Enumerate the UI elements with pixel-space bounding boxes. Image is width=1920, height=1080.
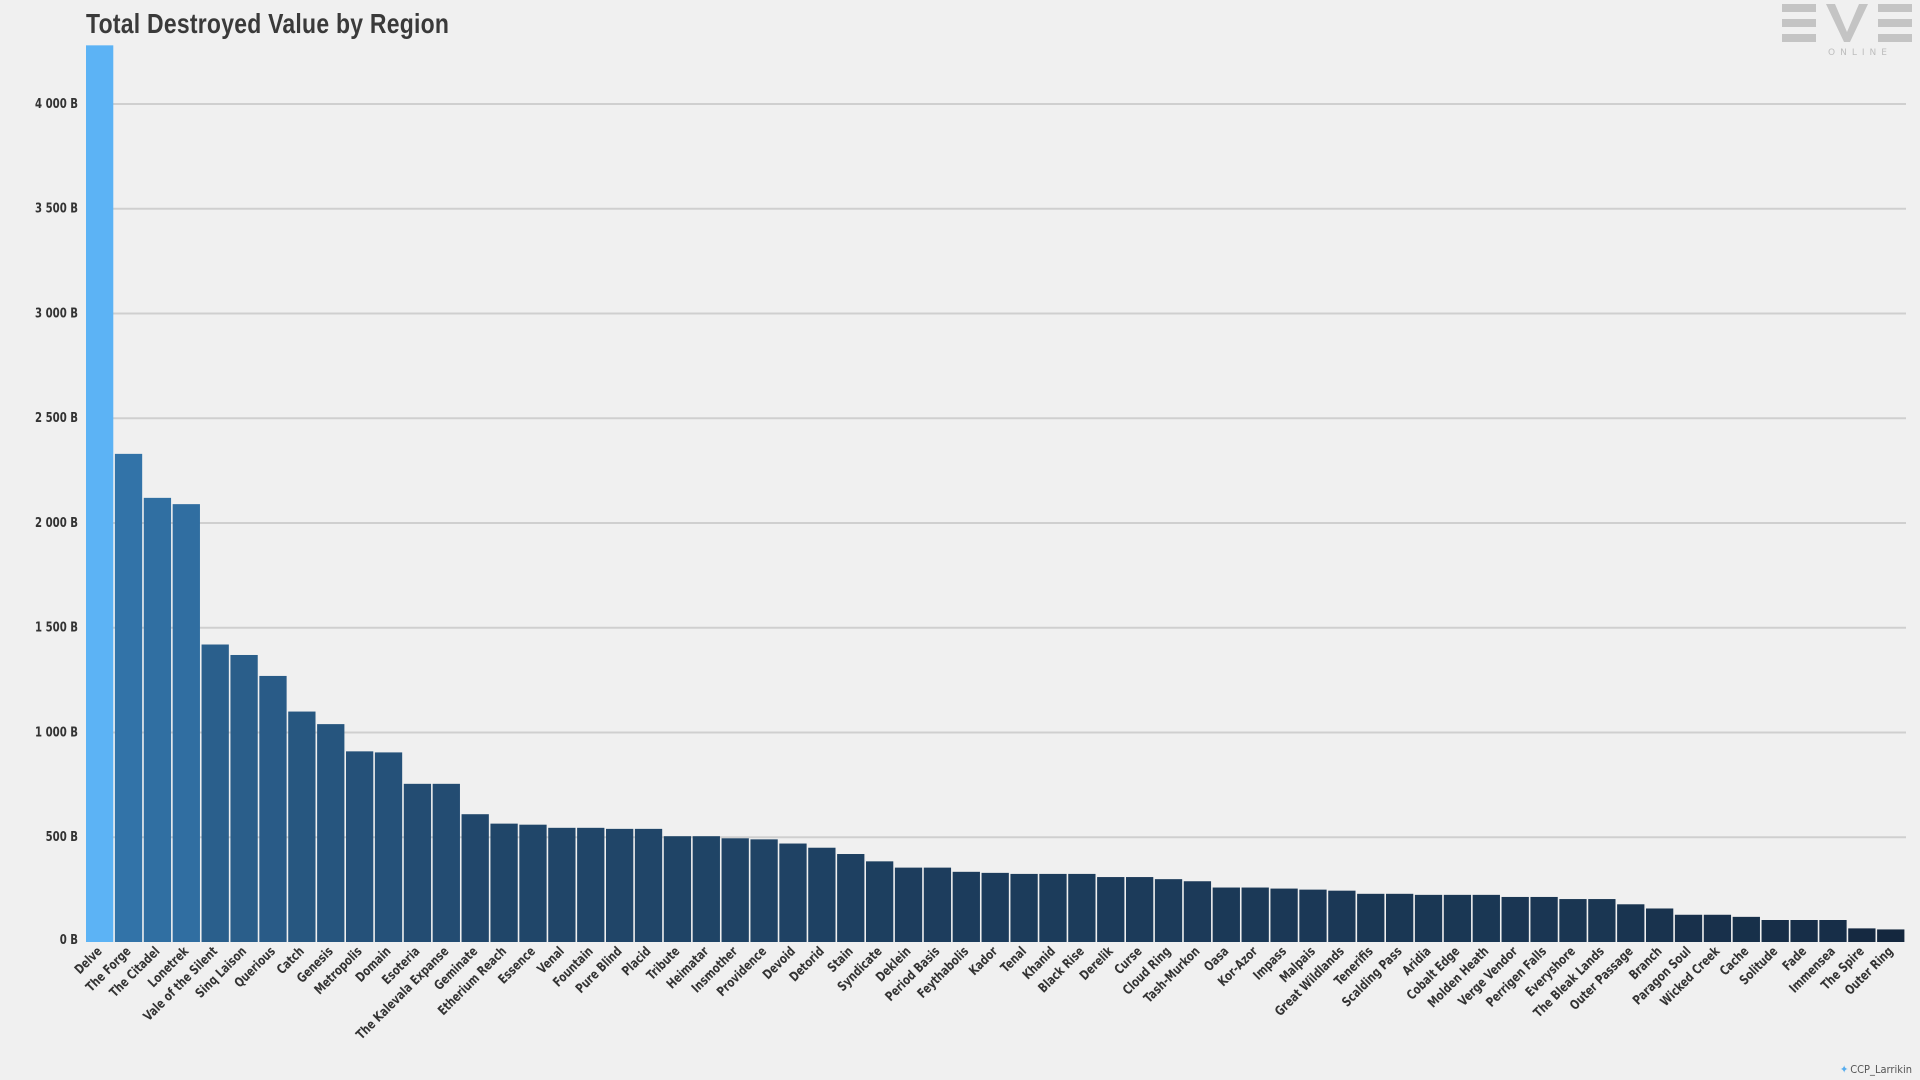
- y-tick-label: 2 500 B: [35, 410, 78, 426]
- bar-detorid: [808, 847, 836, 942]
- bar-cobalt-edge: [1443, 894, 1472, 942]
- bar-great-wildlands: [1328, 890, 1356, 942]
- bar-outer-passage: [1617, 904, 1645, 942]
- y-tick-label: 3 000 B: [35, 305, 78, 321]
- bar-the-bleak-lands: [1588, 899, 1616, 942]
- bar-providence: [750, 839, 778, 942]
- bar-period-basis: [923, 867, 952, 942]
- bar-stain: [837, 854, 865, 942]
- bar-fountain: [577, 827, 605, 942]
- y-tick-label: 0 B: [60, 932, 78, 948]
- bar-oasa: [1212, 887, 1240, 942]
- x-tick-label: Derelik: [1076, 943, 1116, 983]
- bar-placid: [634, 828, 663, 942]
- bar-pure-blind: [606, 828, 634, 942]
- credit-handle: CCP_Larrikin: [1850, 1063, 1912, 1076]
- bar-venal: [548, 827, 576, 942]
- bar-malpais: [1299, 889, 1327, 942]
- bar-devoid: [779, 843, 807, 942]
- bar-tash-murkon: [1183, 881, 1212, 942]
- logo-subtitle: ONLINE: [1828, 48, 1892, 58]
- eve-logo-mark: [1782, 4, 1912, 42]
- y-tick-label: 2 000 B: [35, 515, 78, 531]
- bar-esoteria: [403, 783, 432, 942]
- y-tick-label: 4 000 B: [35, 96, 78, 112]
- bar-paragon-soul: [1674, 914, 1703, 942]
- bar-immensea: [1819, 920, 1847, 942]
- bar-kador: [981, 872, 1009, 942]
- bar-syndicate: [866, 861, 894, 942]
- bar-cache: [1732, 916, 1760, 942]
- bar-scalding-pass: [1386, 893, 1414, 942]
- bar-sinq-laison: [230, 654, 258, 942]
- bar-khanid: [1039, 873, 1067, 942]
- bar-insmother: [721, 838, 749, 942]
- bar-vale-of-the-silent: [201, 644, 229, 942]
- y-tick-label: 3 500 B: [35, 200, 78, 216]
- y-tick-label: 1 000 B: [35, 724, 78, 740]
- bar-everyshore: [1559, 899, 1587, 942]
- bar-essence: [519, 824, 547, 942]
- bar-perrigen-falls: [1530, 896, 1558, 942]
- bar-querious: [259, 675, 287, 942]
- bar-feythabolis: [952, 871, 980, 942]
- bar-domain: [374, 752, 403, 942]
- bar-catch: [288, 711, 316, 942]
- bar-genesis: [317, 724, 345, 942]
- bar-black-rise: [1068, 873, 1096, 942]
- bar-aridia: [1414, 894, 1443, 942]
- eve-online-logo: ONLINE: [1780, 2, 1915, 62]
- bar-kor-azor: [1241, 887, 1269, 942]
- bar-etherium-reach: [490, 823, 518, 942]
- x-tick-label: Kador: [966, 943, 1001, 978]
- bar-the-citadel: [143, 497, 172, 942]
- bar-heimatar: [692, 836, 720, 942]
- bar-wicked-creek: [1703, 914, 1732, 942]
- y-tick-label: 1 500 B: [35, 619, 78, 635]
- bar-outer-ring: [1877, 929, 1905, 942]
- credit: ✦ CCP_Larrikin: [1840, 1063, 1912, 1076]
- twitter-bird-icon: ✦: [1839, 1063, 1849, 1076]
- bar-delve: [86, 45, 114, 942]
- bar-the-kalevala-expanse: [432, 783, 460, 942]
- bar-lonetrek: [172, 504, 200, 942]
- bar-tenal: [1010, 873, 1038, 942]
- bar-deklein: [894, 867, 923, 942]
- bar-the-spire: [1848, 928, 1876, 942]
- y-tick-label: 500 B: [46, 829, 78, 845]
- bar-cloud-ring: [1154, 879, 1183, 942]
- bar-verge-vendor: [1501, 896, 1529, 942]
- bar-tenerifis: [1357, 893, 1385, 942]
- bar-branch: [1646, 908, 1674, 942]
- bar-curse: [1126, 877, 1154, 942]
- bar-the-forge: [114, 453, 143, 942]
- bar-geminate: [461, 814, 489, 942]
- bar-metropolis: [346, 751, 374, 942]
- bar-solitude: [1761, 920, 1789, 942]
- bar-tribute: [663, 836, 692, 942]
- bar-fade: [1790, 920, 1818, 942]
- bar-molden-heath: [1472, 894, 1500, 942]
- chart-title: Total Destroyed Value by Region: [86, 8, 450, 39]
- bar-impass: [1270, 888, 1298, 942]
- bar-derelik: [1097, 877, 1125, 942]
